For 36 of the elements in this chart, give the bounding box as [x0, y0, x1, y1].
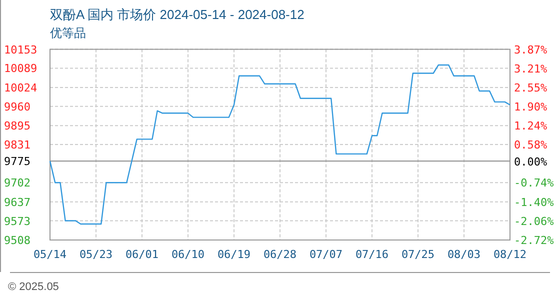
y2-tick: 1.90% — [514, 100, 548, 114]
x-tick: 06/19 — [217, 248, 251, 261]
y-tick: 9702 — [4, 176, 30, 190]
y-tick: 9775 — [4, 155, 30, 168]
subtitle: 优等品 — [50, 26, 86, 40]
y-tick: 10089 — [4, 62, 38, 76]
x-tick: 05/23 — [79, 248, 113, 261]
x-tick: 08/03 — [447, 248, 481, 261]
x-tick: 06/01 — [125, 248, 159, 261]
x-tick: 08/12 — [493, 248, 527, 261]
y2-tick: -0.74% — [514, 176, 554, 190]
y-tick: 9573 — [4, 214, 30, 228]
y-tick: 9508 — [4, 234, 30, 247]
y2-tick: -2.06% — [514, 214, 554, 228]
y-tick: 9895 — [4, 120, 30, 133]
y2-tick: -2.72% — [514, 234, 554, 247]
y2-tick: 2.55% — [514, 82, 548, 94]
y-tick: 10153 — [4, 43, 38, 56]
y-tick: 9960 — [4, 100, 30, 114]
y2-tick: -1.40% — [514, 196, 554, 209]
x-tick: 07/16 — [355, 248, 389, 261]
x-tick: 06/28 — [263, 248, 297, 261]
x-tick: 05/14 — [33, 248, 67, 261]
y2-tick: 1.24% — [514, 119, 548, 132]
y2-tick: 3.21% — [514, 62, 548, 76]
y2-tick: 3.87% — [514, 43, 548, 56]
y-tick: 9637 — [4, 196, 30, 209]
x-tick: 07/25 — [401, 248, 435, 261]
y2-tick: 0.00% — [514, 155, 548, 168]
x-tick: 07/07 — [309, 248, 343, 261]
x-tick: 06/10 — [171, 248, 205, 261]
y-tick: 10024 — [4, 81, 38, 94]
annotation: © 2025.05 — [8, 281, 59, 293]
y2-tick: 0.58% — [514, 138, 548, 152]
title: 双酚A 国内 市场价 2024-05-14 - 2024-08-12 — [50, 7, 304, 22]
y-tick: 9831 — [4, 138, 30, 152]
